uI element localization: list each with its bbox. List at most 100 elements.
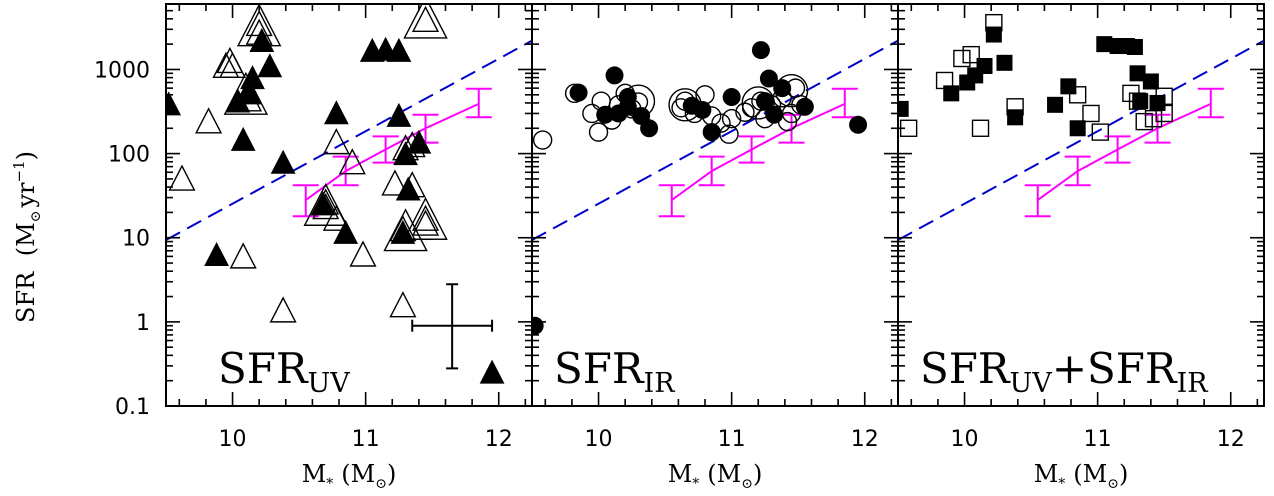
x-label-label-main: M xyxy=(302,460,327,488)
x-label-label-main: M xyxy=(668,460,693,488)
panel-label: SFRIR xyxy=(554,344,675,399)
x-tick-label: 11 xyxy=(352,427,380,452)
y-label-main: SFR xyxy=(12,271,40,323)
filled-circle-point xyxy=(765,105,784,124)
filled-circle-point xyxy=(755,92,774,111)
x-label-label-unit-sun: ⊙ xyxy=(375,476,387,492)
y-tick-label: 1000 xyxy=(94,58,150,83)
panel-label: SFRUV xyxy=(218,344,350,399)
open-square-point xyxy=(1091,123,1109,141)
y-tick-label: 1 xyxy=(136,311,150,336)
dashed-relation-line xyxy=(532,39,898,241)
filled-circle-point xyxy=(773,79,792,98)
x-axis-label: M* (M⊙) xyxy=(302,460,397,492)
filled-triangle-point xyxy=(270,149,296,174)
filled-circle-point xyxy=(605,66,624,85)
panel-2: 10 11 12 M* (M⊙) SFRIR xyxy=(531,3,899,492)
x-label-label-unit: (M xyxy=(707,460,741,488)
dashed-relation-line xyxy=(898,39,1264,241)
open-square-point xyxy=(1082,104,1100,123)
filled-square-point xyxy=(1060,78,1077,95)
filled-square-point xyxy=(1129,65,1146,82)
x-label-label-unit-sun: ⊙ xyxy=(1107,476,1119,492)
y-label-close: ) xyxy=(12,151,40,160)
filled-triangle-point xyxy=(230,126,256,151)
x-tick-label: 10 xyxy=(219,427,247,452)
filled-triangle-point xyxy=(333,219,359,244)
binned-relation-line xyxy=(1037,102,1212,201)
x-label-label-unit-sun: ⊙ xyxy=(741,476,753,492)
x-tick-label: 11 xyxy=(718,427,746,452)
filled-triangle-point xyxy=(323,100,349,125)
y-tick-labels: 0.1 1 10 100 1000 xyxy=(94,58,150,420)
filled-circle-point xyxy=(693,100,712,119)
open-triangle-point xyxy=(349,240,377,267)
filled-circle-point xyxy=(569,83,588,102)
filled-square-point xyxy=(1126,38,1143,55)
open-triangle-point xyxy=(245,9,273,37)
x-axis-label: M* (M⊙) xyxy=(1034,460,1129,492)
open-circle-large-point xyxy=(741,86,775,120)
filled-square-point xyxy=(996,54,1013,71)
y-tick-label: 100 xyxy=(108,143,150,168)
x-tick-label: 11 xyxy=(1084,427,1112,452)
filled-square-point xyxy=(1047,96,1064,113)
filled-triangle-point xyxy=(236,79,261,104)
open-triangle-point xyxy=(322,128,350,155)
filled-circle-point xyxy=(849,115,868,134)
panel-label-main: SFR xyxy=(218,344,309,393)
filled-circle-point xyxy=(618,88,637,107)
open-triangle-large-point xyxy=(383,208,428,252)
panel-label-main: SFR xyxy=(554,344,645,393)
open-triangle-point xyxy=(269,296,297,323)
filled-square-point xyxy=(1132,93,1149,110)
filled-square-point xyxy=(1007,109,1024,126)
open-triangle-point xyxy=(229,242,257,269)
filled-circle-point xyxy=(722,88,741,107)
panel-label-sub: UV xyxy=(1010,368,1053,399)
filled-triangle-point xyxy=(310,191,336,216)
panel-label-main-2: SFR xyxy=(1087,344,1178,393)
open-square-point xyxy=(1068,86,1087,104)
filled-triangle-point xyxy=(386,102,412,127)
panel-label-main: SFR xyxy=(920,344,1011,393)
x-tick-label: 12 xyxy=(851,427,879,452)
panel-label-sub: UV xyxy=(308,368,351,399)
filled-square-point xyxy=(1149,94,1166,111)
plot-area xyxy=(166,4,532,384)
open-triangle-point xyxy=(218,51,247,78)
y-tick-label: 10 xyxy=(122,227,150,252)
x-tick-label: 12 xyxy=(485,427,513,452)
filled-triangle-point xyxy=(386,37,412,62)
filled-square-point xyxy=(1142,73,1159,90)
filled-circle-point xyxy=(795,97,814,116)
y-label-exp: −1 xyxy=(10,160,28,182)
open-triangle-point xyxy=(168,164,196,191)
filled-triangle-point xyxy=(390,219,416,244)
open-square-point xyxy=(953,49,971,68)
x-label-label-star: * xyxy=(692,476,699,492)
x-label-label-star: * xyxy=(1058,476,1065,492)
filled-square-point xyxy=(1096,36,1113,53)
filled-square-point xyxy=(898,100,909,117)
open-square-point xyxy=(971,119,990,137)
panel-1: 10 11 12 M* (M⊙) SFRUV xyxy=(165,3,533,492)
x-label-label-unit-close: ) xyxy=(753,460,762,488)
x-label-label-unit: (M xyxy=(1073,460,1107,488)
filled-square-point xyxy=(976,57,993,74)
x-label-label-unit-close: ) xyxy=(1119,460,1128,488)
y-label-unit: (M xyxy=(12,222,40,256)
y-label-sun: ⊙ xyxy=(28,211,44,223)
filled-triangle-point xyxy=(249,27,275,52)
filled-triangle-point xyxy=(166,91,182,116)
open-triangle-point xyxy=(381,169,409,196)
open-triangle-large-point xyxy=(403,196,448,240)
panel-label-plus: + xyxy=(1052,344,1087,393)
filled-triangle-point xyxy=(393,141,418,166)
svg-text:SFR (M⊙yr−1): SFR (M⊙ yr−1) xyxy=(10,151,44,323)
dashed-relation-line xyxy=(166,39,532,241)
y-tick-label: 0.1 xyxy=(115,395,150,420)
panel-label-sub: IR xyxy=(644,368,676,399)
x-tick-label: 12 xyxy=(1217,427,1245,452)
